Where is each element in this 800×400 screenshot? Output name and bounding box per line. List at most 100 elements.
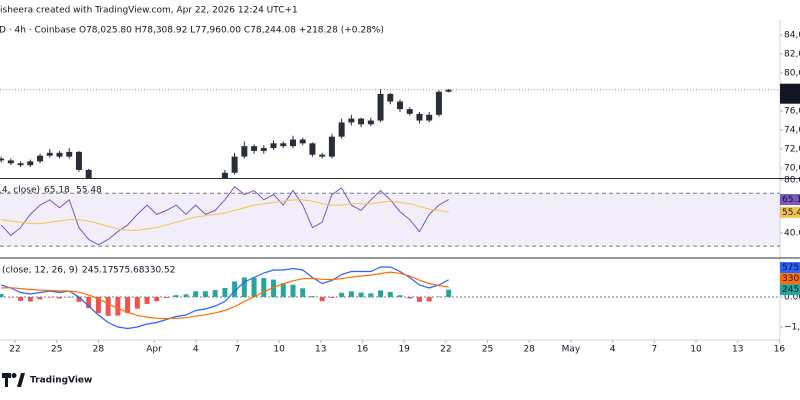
price-label: 245.17 [782,285,800,295]
histogram-bar [378,290,384,298]
legend-value: 65.18 [44,186,70,196]
histogram-bar [56,297,62,299]
y-tick-label: 74,000.00 [784,126,800,136]
candle-body [387,93,394,102]
price-label-box [780,262,800,274]
legend-title: D (close, 12, 26, 9) [0,266,78,276]
last-price-box [780,83,800,104]
histogram-bar [261,278,267,298]
price-label: 575.68 [782,263,800,273]
candle-body [56,152,63,157]
x-tick-label: Apr [146,345,162,355]
histogram-bar [348,291,354,298]
candle-body [75,151,82,170]
credit: isheera created with TradingView.com, Ap… [0,6,298,16]
candle-body [221,172,228,178]
histogram-bar [358,292,364,298]
x-tick-label: 7 [235,345,241,355]
legend-value: 575.68 [113,266,145,276]
legend-title: 14, close) [0,186,40,196]
histogram-bar [173,295,179,298]
histogram-bar [319,297,325,302]
histogram-bar [76,297,82,302]
x-tick-label: 22 [9,345,20,355]
candle-body [406,109,413,114]
candle-body [367,120,374,125]
legend-title: USD · 4h · Coinbase [0,26,76,36]
candle-body [66,151,73,157]
line-series [0,185,449,246]
brand-logo [2,373,25,387]
histogram-bar [164,297,170,298]
x-tick-label: 28 [93,345,105,355]
price-label: 65.18 [782,195,800,205]
candle-body [0,158,5,161]
countdown: 35:10 [782,94,800,104]
candle-body [445,89,452,92]
histogram-bar [436,296,442,298]
histogram-bar [0,294,4,298]
histogram-bar [47,297,53,298]
histogram-bar [86,297,92,309]
histogram-bar [125,297,131,314]
candle-body [251,146,258,151]
candle-body [173,186,179,191]
histogram-bar [144,297,150,304]
candle-body [85,169,92,178]
histogram-bar [329,297,335,298]
histogram-bar [18,297,24,301]
legend-value: 245.17 [82,266,114,276]
x-tick-label: 4 [193,345,199,355]
x-tick-label: May [562,345,581,355]
histogram-bar [300,288,306,298]
histogram-bar [202,291,208,298]
histogram-bar [446,289,452,298]
histogram-bar [426,297,432,302]
x-tick-label: 25 [51,345,62,355]
histogram-bar [37,297,43,300]
histogram-bar [232,281,238,298]
y-tick-label: 84,000.00 [784,31,800,41]
pane [0,185,780,247]
candle-body [231,156,238,173]
price-label-box [780,273,800,285]
candle-body [17,163,24,166]
x-tick-label: 13 [315,345,326,355]
candle-body [193,184,199,189]
y-tick-label: −1,000.00 [784,323,800,333]
candle-body [338,122,345,137]
brand: TradingView [30,376,92,386]
x-tick-label: 19 [398,345,410,355]
histogram-bar [222,288,228,298]
candle-body [289,139,296,147]
histogram-bar [193,291,199,298]
histogram-bar [154,297,160,302]
candle-body [377,93,384,121]
candle-body [270,143,277,149]
x-tick-label: 10 [690,345,702,355]
candle-body [319,154,326,157]
y-tick-label: 82,000.00 [784,50,800,60]
x-tick-label: 4 [610,345,616,355]
x-tick-label: 13 [732,345,743,355]
histogram-bar [368,293,374,298]
histogram-bar [271,279,277,298]
x-tick-label: 10 [273,345,285,355]
y-tick-label: 72,000.00 [784,145,800,155]
candle-body [416,113,423,121]
candle-body [46,152,53,156]
x-tick-label: 22 [440,345,451,355]
histogram-bar [251,277,257,298]
legend-ohlc: O78,025.80 H78,308.92 L77,960.00 C78,244… [79,26,384,36]
line-series [1,271,449,320]
price-label: 330.52 [782,274,800,284]
histogram-bar [290,284,296,298]
candle-body [202,184,208,187]
candle-body [328,136,335,157]
histogram-bar [339,292,345,298]
candle-body [348,118,355,123]
line-series [1,199,449,231]
histogram-bar [95,297,101,314]
legend-value: 330.52 [144,266,176,276]
